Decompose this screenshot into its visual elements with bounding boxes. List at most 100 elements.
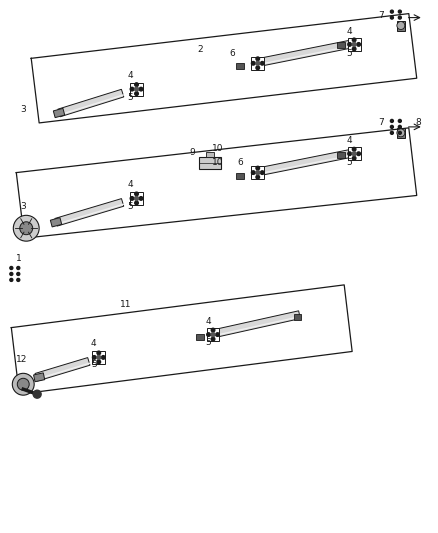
Text: 4: 4 (346, 27, 352, 36)
Circle shape (207, 333, 210, 336)
Circle shape (256, 61, 260, 65)
Text: 4: 4 (205, 317, 211, 326)
Circle shape (135, 83, 138, 86)
Circle shape (256, 66, 260, 70)
Circle shape (139, 87, 143, 91)
Bar (397, 128, 405, 138)
Text: 10: 10 (212, 158, 224, 167)
Circle shape (348, 43, 351, 46)
Text: 5: 5 (205, 338, 211, 347)
Polygon shape (55, 199, 124, 226)
Circle shape (134, 87, 138, 91)
Circle shape (397, 129, 405, 137)
Text: 4: 4 (128, 180, 134, 189)
Circle shape (256, 166, 260, 170)
Text: 5: 5 (346, 158, 352, 167)
Circle shape (97, 351, 101, 354)
Text: 7: 7 (378, 118, 384, 127)
Circle shape (92, 356, 96, 359)
Bar (236, 63, 244, 69)
Circle shape (398, 10, 401, 13)
Text: 6: 6 (237, 158, 243, 167)
Bar (337, 43, 345, 49)
Circle shape (33, 390, 41, 398)
Circle shape (390, 131, 393, 134)
Polygon shape (50, 217, 62, 227)
Circle shape (352, 47, 356, 51)
Circle shape (13, 215, 39, 241)
Circle shape (390, 10, 393, 13)
Circle shape (390, 16, 393, 19)
Circle shape (17, 272, 20, 276)
Circle shape (10, 278, 13, 281)
Text: 3: 3 (21, 104, 26, 114)
Circle shape (216, 333, 219, 336)
Circle shape (251, 171, 255, 174)
Circle shape (135, 92, 138, 95)
Bar (251, 166, 264, 179)
Circle shape (357, 152, 360, 156)
Text: 5: 5 (128, 93, 134, 102)
Circle shape (211, 328, 215, 332)
Circle shape (211, 333, 215, 336)
Text: 6: 6 (229, 49, 235, 58)
Polygon shape (58, 90, 124, 117)
Circle shape (130, 197, 134, 200)
Circle shape (352, 43, 356, 46)
Bar (293, 314, 301, 320)
Text: 9: 9 (189, 148, 195, 157)
Text: 5: 5 (91, 360, 97, 369)
Circle shape (10, 272, 13, 276)
Circle shape (97, 356, 101, 359)
Circle shape (251, 61, 255, 65)
Bar (348, 38, 360, 51)
Circle shape (348, 152, 351, 156)
Circle shape (256, 171, 260, 175)
Text: 8: 8 (416, 118, 422, 127)
Text: 12: 12 (16, 355, 27, 364)
Bar (397, 21, 405, 30)
Bar (199, 157, 221, 168)
Circle shape (139, 197, 143, 200)
Circle shape (398, 16, 401, 19)
Bar (130, 192, 143, 205)
Polygon shape (34, 373, 45, 382)
Circle shape (10, 266, 13, 270)
Circle shape (352, 148, 356, 151)
Circle shape (261, 61, 264, 65)
Text: 4: 4 (91, 339, 97, 348)
Bar (348, 147, 360, 160)
Circle shape (135, 201, 138, 205)
Text: 5: 5 (128, 202, 134, 211)
Polygon shape (53, 108, 65, 118)
Circle shape (134, 197, 138, 200)
Text: 1: 1 (16, 254, 22, 263)
Bar (337, 152, 345, 158)
Bar (236, 173, 244, 179)
Circle shape (357, 43, 360, 46)
Text: 3: 3 (21, 202, 26, 211)
Polygon shape (254, 149, 355, 176)
Polygon shape (254, 39, 355, 67)
Bar (206, 152, 214, 157)
Bar (130, 83, 143, 95)
Text: 2: 2 (197, 45, 203, 54)
Circle shape (17, 378, 29, 390)
Circle shape (256, 175, 260, 179)
Circle shape (398, 131, 401, 134)
Circle shape (211, 337, 215, 341)
Circle shape (256, 57, 260, 61)
Circle shape (17, 266, 20, 270)
Circle shape (97, 360, 101, 364)
Circle shape (390, 119, 393, 123)
Circle shape (390, 125, 393, 128)
Circle shape (20, 222, 33, 235)
Text: 7: 7 (378, 11, 384, 20)
Circle shape (397, 21, 405, 29)
Bar (207, 328, 219, 341)
Text: 10: 10 (212, 144, 224, 154)
Circle shape (398, 119, 401, 123)
Bar (251, 57, 264, 70)
Circle shape (130, 87, 134, 91)
Circle shape (261, 171, 264, 174)
